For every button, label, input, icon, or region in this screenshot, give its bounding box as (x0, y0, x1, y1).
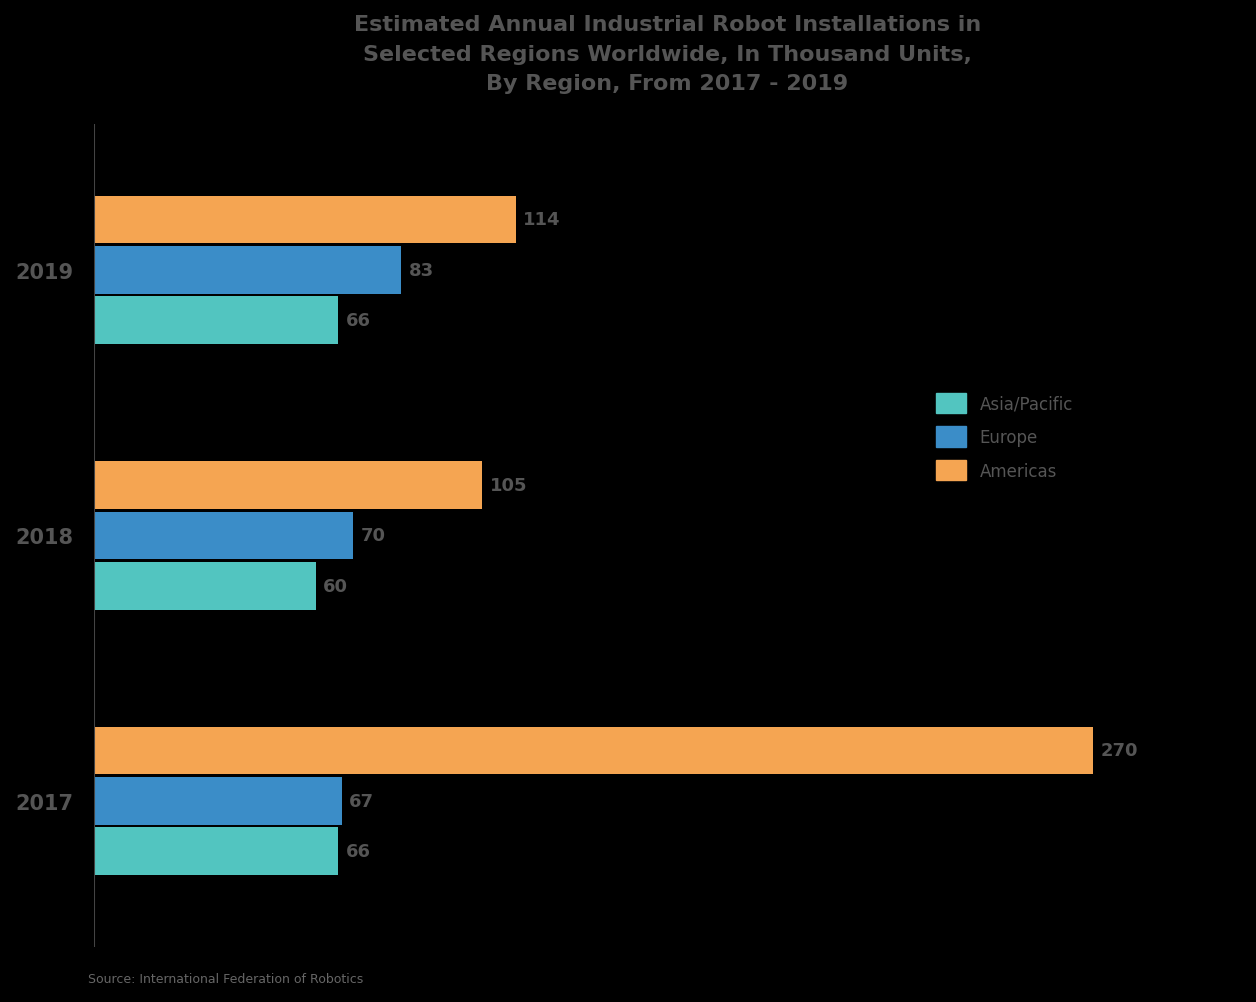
Bar (94, 778, 342, 825)
Text: 67: 67 (349, 792, 374, 810)
Text: 105: 105 (490, 477, 528, 494)
Text: 83: 83 (408, 262, 433, 280)
Bar (94, 828, 338, 876)
Text: 270: 270 (1100, 741, 1138, 760)
Text: 66: 66 (345, 843, 371, 861)
Bar (94, 196, 516, 244)
Bar (94, 562, 317, 610)
Text: 70: 70 (360, 527, 386, 545)
Text: 66: 66 (345, 312, 371, 330)
Bar (94, 726, 1093, 775)
Text: Source: International Federation of Robotics: Source: International Federation of Robo… (88, 972, 363, 985)
Bar (94, 462, 482, 509)
Bar (94, 298, 338, 345)
Text: 114: 114 (524, 211, 560, 229)
Bar (94, 512, 353, 560)
Bar (94, 246, 401, 295)
Legend: Asia/Pacific, Europe, Americas: Asia/Pacific, Europe, Americas (928, 385, 1081, 489)
Text: 60: 60 (323, 577, 348, 595)
Title: Estimated Annual Industrial Robot Installations in
Selected Regions Worldwide, I: Estimated Annual Industrial Robot Instal… (354, 15, 981, 94)
